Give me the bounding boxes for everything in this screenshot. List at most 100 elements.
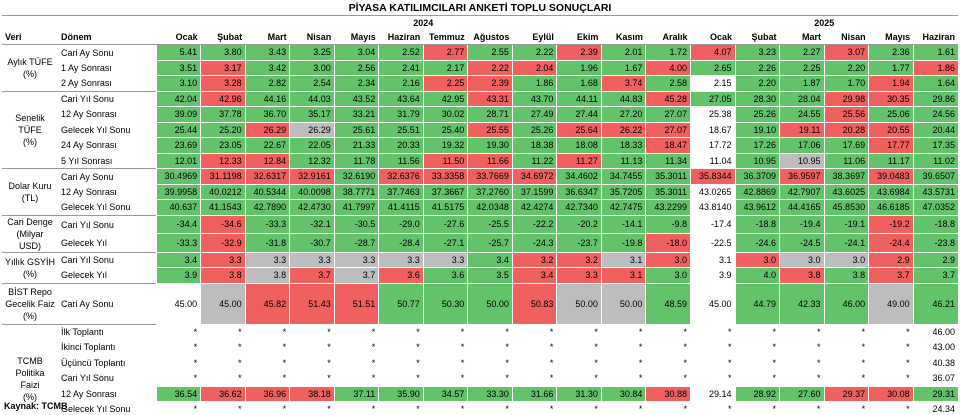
value-cell: 1.86 — [511, 75, 557, 92]
value-cell: 24.34 — [912, 401, 958, 415]
value-cell: 2.22 — [511, 44, 557, 61]
value-cell: * — [289, 401, 335, 415]
value-cell: 30.08 — [868, 386, 914, 402]
value-cell: * — [155, 339, 201, 356]
value-cell: 12.01 — [155, 153, 201, 169]
value-cell: * — [289, 370, 335, 387]
value-cell: -23.7 — [556, 233, 602, 253]
value-cell: 21.33 — [333, 137, 379, 154]
value-cell: * — [556, 339, 602, 356]
data-row: 12 Ay Sonrası 39.09 37.78 36.70 35.17 33.21 31… — [2, 106, 958, 123]
value-cell: 2.9 — [912, 251, 958, 268]
month-header: Ağustos — [467, 29, 513, 45]
value-cell: 1.77 — [868, 60, 914, 76]
year-label: 2025 — [814, 17, 835, 28]
value-cell: * — [868, 339, 914, 356]
value-cell: 42.8869 — [734, 184, 780, 200]
value-cell: 2.20 — [734, 75, 780, 92]
title-row: PİYASA KATILIMCILARI ANKETİ TOPLU SONUÇL… — [2, 0, 958, 16]
value-cell: 3.0 — [779, 251, 825, 268]
value-cell: 3.5 — [467, 267, 513, 284]
value-cell: -18.0 — [645, 233, 691, 253]
value-cell: 29.31 — [912, 386, 958, 402]
value-cell: 34.4602 — [556, 168, 602, 185]
year-label: 2024 — [413, 17, 434, 28]
value-cell: * — [289, 339, 335, 356]
value-cell: 50.00 — [556, 282, 602, 325]
value-cell: 35.3011 — [645, 168, 691, 185]
value-cell: 38.18 — [289, 386, 335, 402]
value-cell: 3.1 — [600, 251, 646, 268]
value-cell: 37.78 — [200, 106, 246, 123]
value-cell: 32.9161 — [289, 168, 335, 185]
value-cell: 1.86 — [912, 60, 958, 76]
value-cell: 28.30 — [734, 90, 780, 107]
value-cell: 31.30 — [556, 386, 602, 402]
month-header: Mart — [245, 29, 290, 45]
period-label: Cari Yıl Sonu — [58, 90, 157, 107]
period-label: Gelecek Yıl — [61, 270, 107, 280]
value-cell: 3.7 — [912, 267, 958, 284]
period-label: Cari Ay Sonu — [58, 44, 157, 60]
value-cell: 2.55 — [467, 44, 513, 61]
value-cell: 1.61 — [912, 44, 958, 61]
value-cell: 18.08 — [556, 137, 602, 154]
value-cell: 3.4 — [467, 251, 513, 268]
value-cell: 42.95 — [422, 90, 468, 107]
value-cell: * — [289, 355, 335, 371]
value-cell: 11.02 — [912, 153, 958, 169]
value-cell: -30.7 — [289, 233, 335, 253]
value-cell: 40.5344 — [244, 184, 290, 200]
value-cell: * — [600, 339, 646, 356]
value-cell: * — [645, 401, 691, 415]
value-cell: 19.30 — [467, 137, 513, 154]
value-cell: 44.16 — [244, 90, 290, 107]
value-cell: 3.04 — [333, 44, 379, 61]
value-cell: 22.67 — [244, 137, 290, 154]
value-cell: 37.3667 — [422, 184, 468, 200]
value-cell: 40.38 — [912, 355, 958, 371]
value-cell: * — [467, 339, 513, 356]
value-cell: 42.7340 — [556, 199, 602, 216]
data-row: Senelik TÜFE (%) Cari Yıl Sonu 42.04 42.96 44… — [2, 90, 958, 169]
value-cell: 1.87 — [779, 75, 825, 92]
value-cell: 35.8344 — [689, 168, 735, 185]
period-label: Cari Ay Sonu — [58, 282, 157, 324]
value-cell: 27.05 — [689, 90, 735, 107]
value-cell: -29.0 — [378, 214, 424, 234]
value-cell: -24.3 — [511, 233, 557, 253]
value-cell: 2.54 — [289, 75, 335, 92]
year-row: 2024 2025 — [2, 16, 958, 30]
value-cell: 1.67 — [600, 60, 646, 76]
month-header: Haziran — [378, 29, 424, 45]
value-cell: 25.38 — [689, 106, 735, 123]
value-cell: 50.83 — [511, 282, 557, 325]
value-cell: 2.25 — [779, 60, 825, 76]
value-cell: 25.20 — [200, 122, 246, 138]
group-label-line: Dolar Kuru — [8, 180, 52, 191]
value-cell: 30.35 — [868, 90, 914, 107]
value-cell: 25.26 — [734, 106, 780, 123]
value-cell: 39.9958 — [155, 184, 201, 200]
value-cell: 20.28 — [823, 122, 869, 138]
group-label-line: (%) — [23, 391, 38, 402]
value-cell: * — [511, 355, 557, 371]
value-cell: 31.79 — [378, 106, 424, 123]
value-cell: 28.92 — [734, 386, 780, 402]
value-cell: 12.33 — [200, 153, 246, 169]
value-cell: -14.1 — [600, 214, 646, 234]
value-cell: -23.8 — [912, 233, 958, 253]
value-cell: 2.36 — [868, 44, 914, 61]
value-cell: -20.2 — [556, 214, 602, 234]
value-cell: * — [244, 401, 290, 415]
value-cell: * — [422, 355, 468, 371]
value-cell: 2.56 — [333, 60, 379, 76]
value-cell: * — [244, 355, 290, 371]
value-cell: 2.26 — [734, 60, 780, 76]
month-header: Nisan — [289, 29, 335, 45]
value-cell: 11.13 — [600, 153, 646, 169]
value-cell: * — [155, 323, 201, 340]
value-cell: 1.94 — [868, 75, 914, 92]
value-cell: 3.00 — [289, 60, 335, 76]
